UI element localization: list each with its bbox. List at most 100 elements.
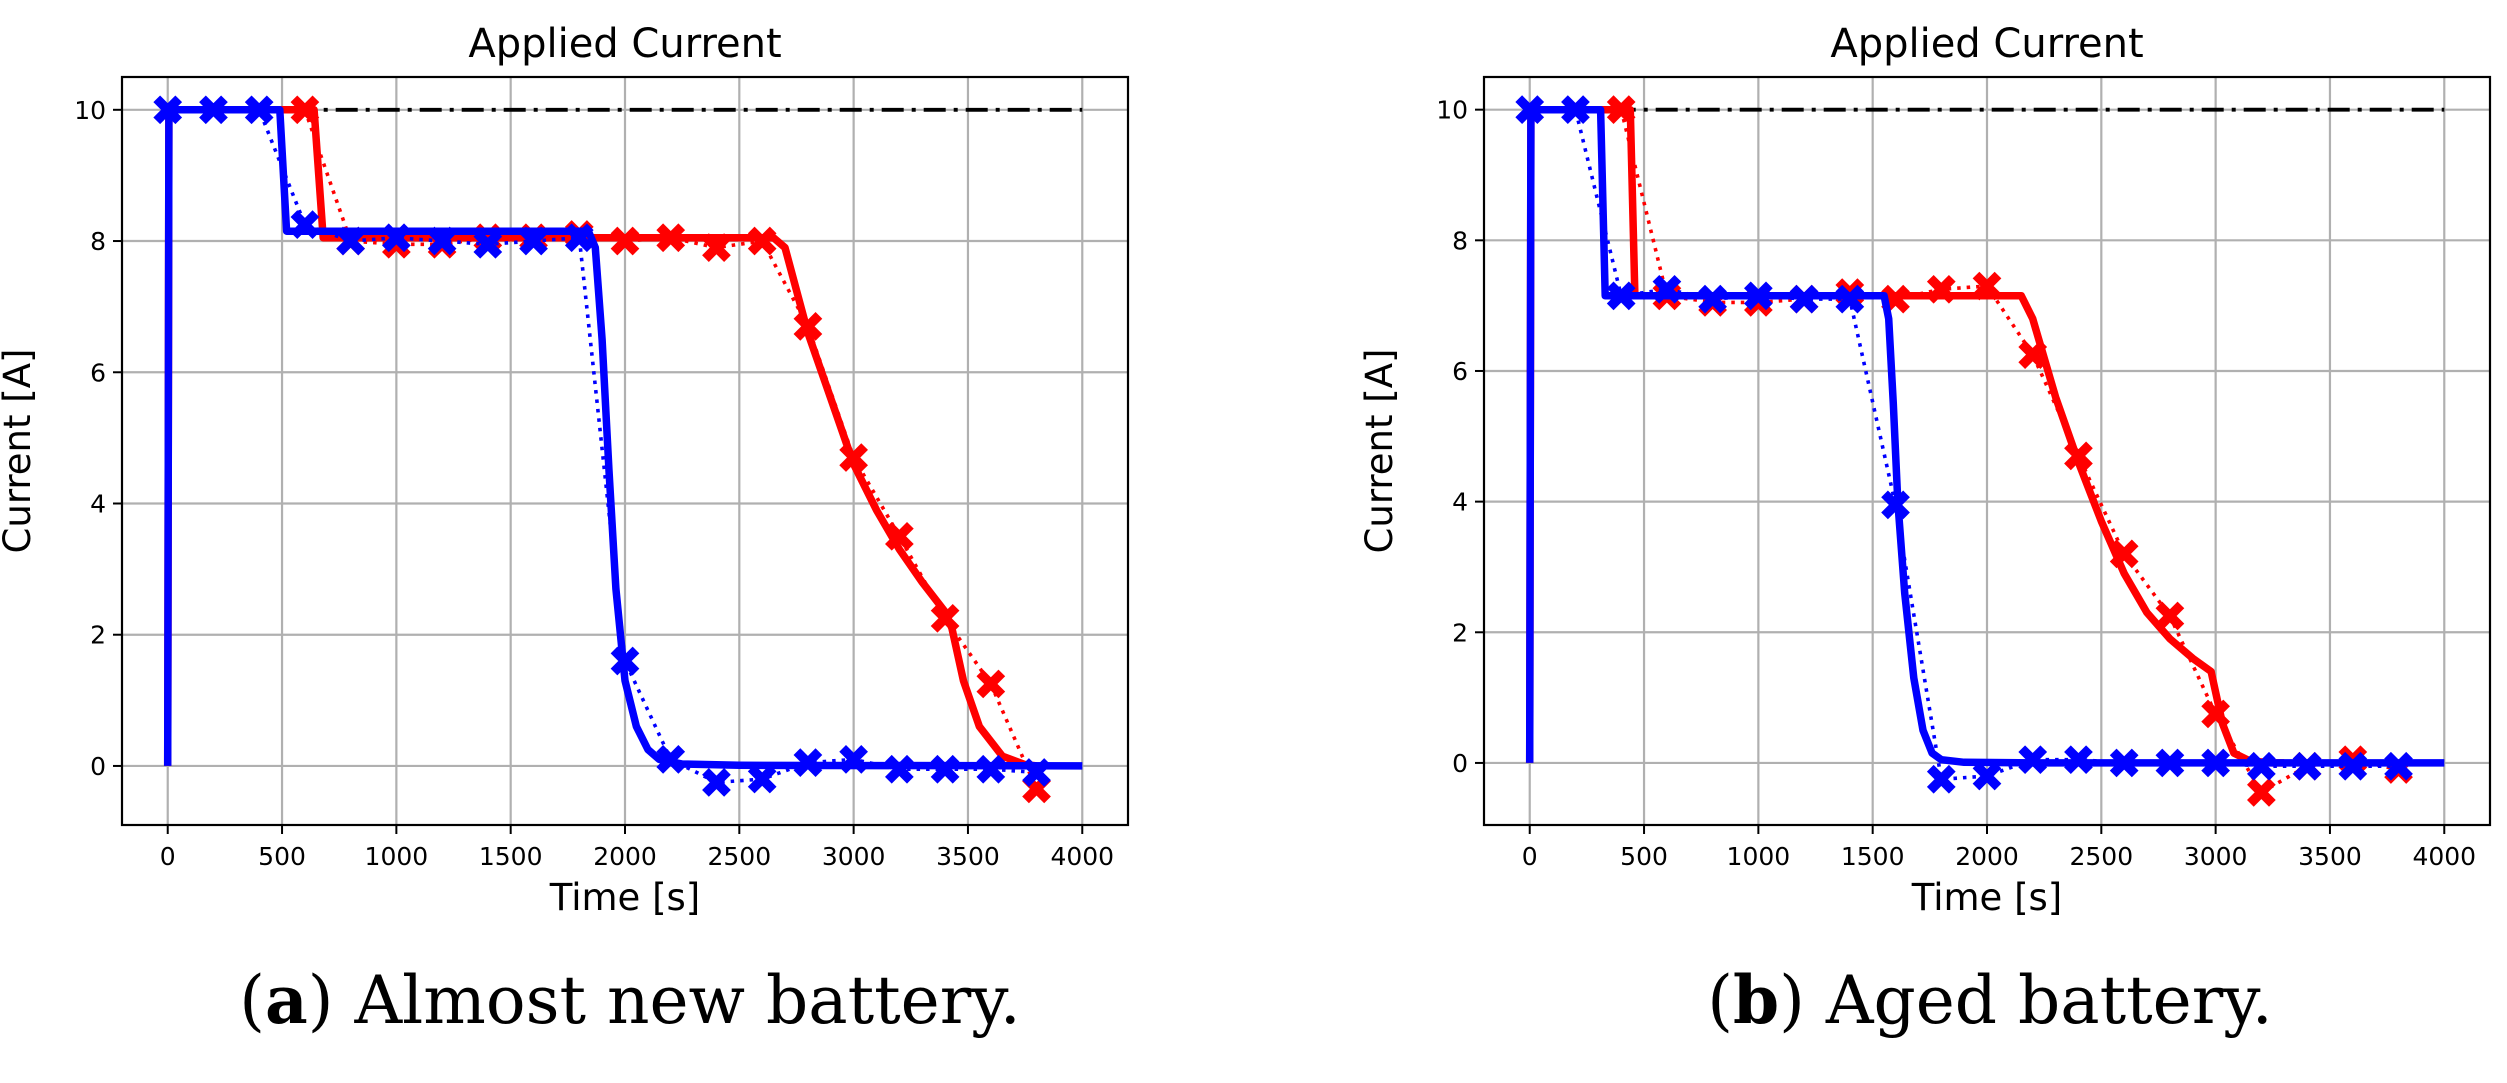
x-axis-label: Time [s] xyxy=(549,876,700,919)
data-marker xyxy=(2109,748,2139,778)
plot-area xyxy=(153,95,1083,804)
y-tick-label: 4 xyxy=(1452,488,1468,517)
x-tick-label: 2500 xyxy=(2070,842,2134,871)
data-marker xyxy=(153,95,183,125)
data-marker xyxy=(2338,751,2368,781)
data-marker xyxy=(1972,271,2002,301)
x-tick-label: 1000 xyxy=(1727,842,1791,871)
x-axis-label: Time [s] xyxy=(1911,876,2062,919)
data-marker xyxy=(1881,490,1910,520)
data-marker xyxy=(702,767,731,797)
x-tick-label: 4000 xyxy=(2412,842,2476,871)
data-marker xyxy=(2155,601,2185,631)
x-tick-label: 3000 xyxy=(2184,842,2248,871)
data-marker xyxy=(976,754,1006,784)
x-tick-label: 0 xyxy=(160,842,176,871)
series-line-red-dotted xyxy=(303,109,1039,790)
y-tick-label: 4 xyxy=(90,489,106,518)
data-marker xyxy=(2155,748,2185,778)
x-tick-label: 500 xyxy=(1620,842,1668,871)
data-marker xyxy=(793,748,823,778)
data-marker xyxy=(473,229,503,259)
y-tick-label: 2 xyxy=(90,621,106,650)
data-marker xyxy=(1835,284,1865,314)
data-marker xyxy=(290,95,320,125)
chart-panel-0: 0 500 1000 1500 2000 2500 3000 3500 4000 0 2 4 6 8 10 A… xyxy=(0,21,1130,919)
y-axis-label: Current [A] xyxy=(1358,349,1401,554)
data-marker xyxy=(747,764,777,794)
y-tick-label: 0 xyxy=(1452,749,1468,778)
y-tick-label: 10 xyxy=(1436,96,1468,125)
y-tick-label: 8 xyxy=(90,227,106,256)
data-marker xyxy=(564,223,594,253)
data-marker xyxy=(2018,745,2048,775)
series-line-red-solid xyxy=(163,106,1037,770)
caption-a: (a) Almost new battery. xyxy=(239,961,1021,1039)
y-tick-label: 8 xyxy=(1452,226,1468,255)
data-marker xyxy=(1022,758,1051,787)
x-tick-label: 1000 xyxy=(365,842,429,871)
x-tick-label: 2500 xyxy=(708,842,772,871)
series-line-blue-dotted xyxy=(1529,107,2399,782)
data-marker xyxy=(2247,777,2276,807)
x-tick-label: 2000 xyxy=(593,842,657,871)
data-marker xyxy=(2201,699,2230,729)
series-line-red-dotted xyxy=(1619,109,2399,795)
data-marker xyxy=(747,226,777,256)
data-marker xyxy=(885,754,914,784)
data-marker xyxy=(2018,340,2048,370)
data-marker xyxy=(1606,281,1636,311)
data-marker xyxy=(656,745,686,774)
data-marker xyxy=(2247,751,2276,781)
data-marker xyxy=(2109,539,2139,569)
data-marker xyxy=(290,210,320,239)
data-marker xyxy=(2384,751,2413,781)
data-marker xyxy=(1926,274,1956,304)
data-marker xyxy=(2064,441,2093,471)
y-tick-label: 0 xyxy=(90,752,106,781)
caption-b: (b) Aged battery. xyxy=(1707,961,2273,1039)
data-marker xyxy=(427,226,457,256)
series-line-blue-dotted xyxy=(167,108,1037,785)
data-marker xyxy=(1515,95,1545,125)
x-tick-label: 3500 xyxy=(936,842,1000,871)
data-marker xyxy=(610,646,640,676)
data-marker xyxy=(1744,281,1773,311)
x-tick-label: 2000 xyxy=(1955,842,2019,871)
data-marker xyxy=(839,745,868,774)
data-marker xyxy=(930,603,960,633)
x-tick-label: 0 xyxy=(1522,842,1538,871)
plot-area xyxy=(1515,95,2445,807)
x-tick-label: 3500 xyxy=(2298,842,2362,871)
data-marker xyxy=(1561,95,1590,125)
data-marker xyxy=(1972,761,2002,791)
y-axis-label: Current [A] xyxy=(0,349,39,554)
x-tick-label: 3000 xyxy=(822,842,886,871)
data-marker xyxy=(382,223,411,253)
data-marker xyxy=(976,669,1006,699)
data-marker xyxy=(793,311,823,341)
data-marker xyxy=(2064,745,2093,775)
chart-title: Applied Current xyxy=(1830,21,2143,67)
data-marker xyxy=(1698,284,1727,314)
x-tick-label: 1500 xyxy=(1841,842,1905,871)
data-marker xyxy=(2201,748,2230,778)
y-tick-label: 6 xyxy=(1452,357,1468,386)
data-marker xyxy=(199,95,228,125)
data-marker xyxy=(244,95,274,125)
y-tick-label: 6 xyxy=(90,358,106,387)
data-marker xyxy=(885,521,914,551)
series-line-red-solid xyxy=(1525,105,2285,767)
data-marker xyxy=(1652,274,1682,304)
x-tick-label: 500 xyxy=(258,842,306,871)
data-marker xyxy=(1926,764,1956,794)
data-marker xyxy=(2292,751,2322,781)
data-marker xyxy=(519,226,548,256)
data-marker xyxy=(1789,284,1819,314)
data-marker xyxy=(1606,95,1636,125)
data-marker xyxy=(610,226,640,256)
x-tick-label: 4000 xyxy=(1050,842,1114,871)
chart-panel-1: 0 500 1000 1500 2000 2500 3000 3500 4000 0 2 4 6 8 10 A… xyxy=(1358,21,2492,919)
data-marker xyxy=(702,233,731,262)
